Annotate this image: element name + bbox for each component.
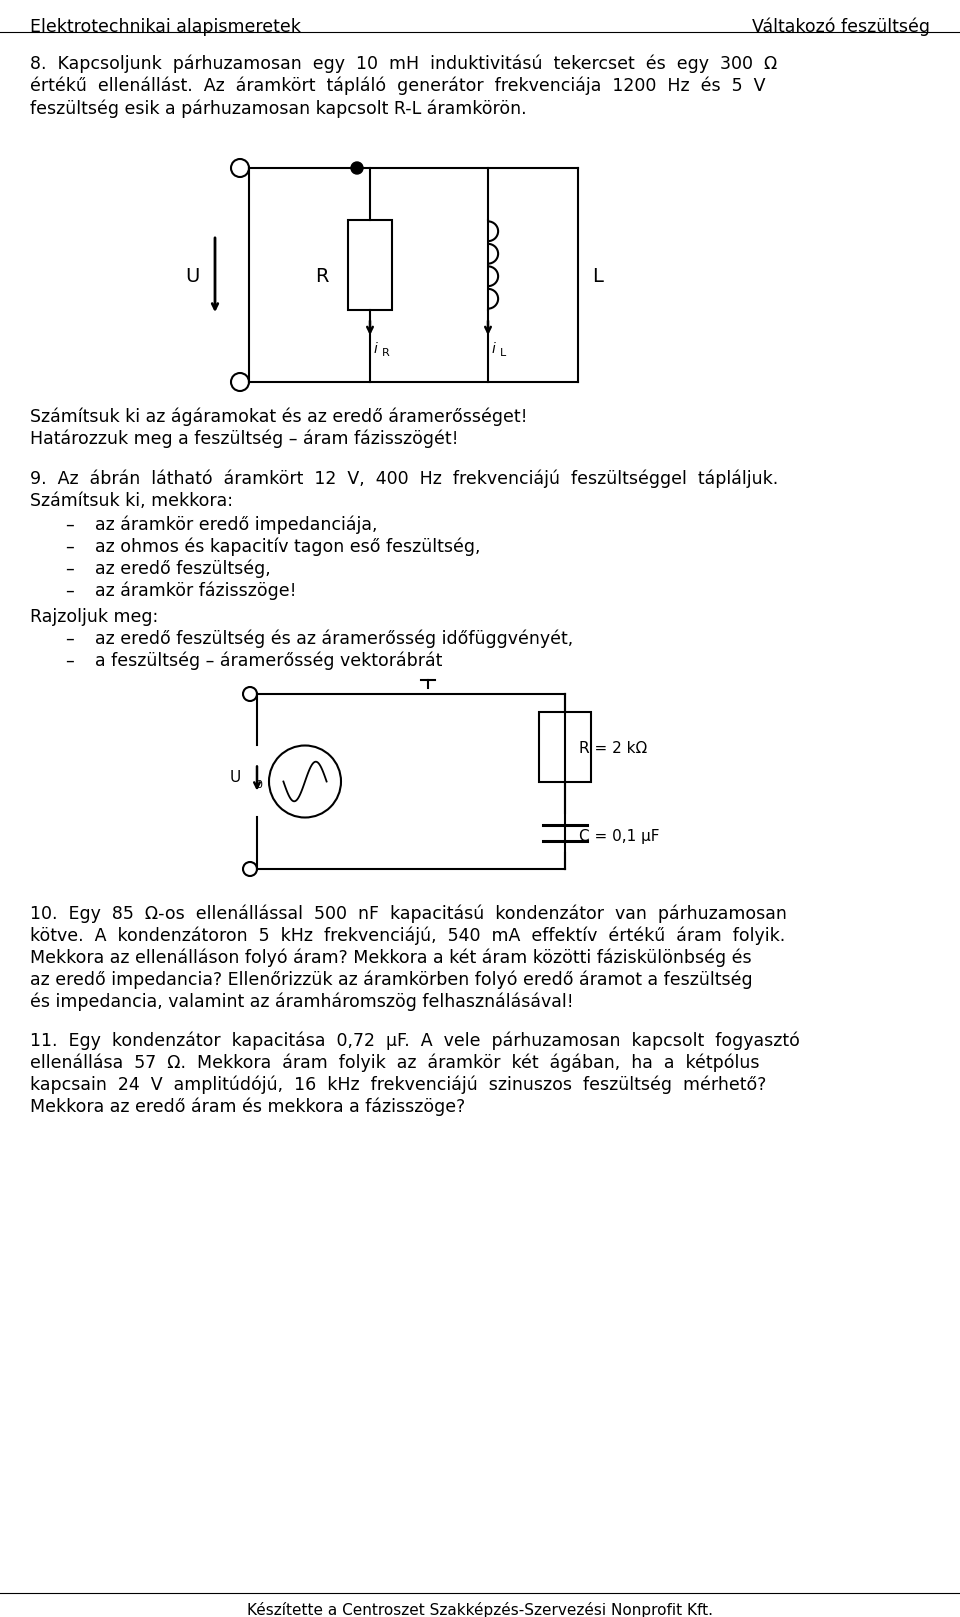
- Text: Készítette a Centroszet Szakképzés-Szervezési Nonprofit Kft.: Készítette a Centroszet Szakképzés-Szerv…: [247, 1602, 713, 1617]
- Text: és impedancia, valamint az áramháromszög felhasználásával!: és impedancia, valamint az áramháromszög…: [30, 991, 574, 1011]
- Text: 0: 0: [255, 781, 262, 791]
- Text: Mekkora az ellenálláson folyó áram? Mekkora a két áram közötti fáziskülönbség és: Mekkora az ellenálláson folyó áram? Mekk…: [30, 948, 752, 967]
- Text: értékű  ellenállást.  Az  áramkört  tápláló  generátor  frekvenciája  1200  Hz  : értékű ellenállást. Az áramkört tápláló …: [30, 78, 765, 95]
- Text: –: –: [65, 652, 74, 669]
- Text: kötve.  A  kondenzátoron  5  kHz  frekvenciájú,  540  mA  effektív  értékű  áram: kötve. A kondenzátoron 5 kHz frekvenciáj…: [30, 927, 785, 944]
- Text: Rajzoljuk meg:: Rajzoljuk meg:: [30, 608, 158, 626]
- Text: U: U: [185, 267, 200, 286]
- Text: Mekkora az eredő áram és mekkora a fázisszöge?: Mekkora az eredő áram és mekkora a fázis…: [30, 1098, 466, 1116]
- Text: C = 0,1 μF: C = 0,1 μF: [579, 830, 660, 844]
- Bar: [348, 220, 392, 310]
- Text: kapcsain  24  V  amplitúdójú,  16  kHz  frekvenciájú  szinuszos  feszültség  mér: kapcsain 24 V amplitúdójú, 16 kHz frekve…: [30, 1075, 766, 1095]
- Circle shape: [351, 162, 363, 175]
- Text: –: –: [65, 631, 74, 648]
- Text: Váltakozó feszültség: Váltakozó feszültség: [752, 18, 930, 37]
- Text: Számítsuk ki, mekkora:: Számítsuk ki, mekkora:: [30, 492, 233, 509]
- Text: az eredő impedancia? Ellenőrizzük az áramkörben folyó eredő áramot a feszültség: az eredő impedancia? Ellenőrizzük az ára…: [30, 970, 753, 988]
- Text: 9.  Az  ábrán  látható  áramkört  12  V,  400  Hz  frekvenciájú  feszültséggel  : 9. Az ábrán látható áramkört 12 V, 400 H…: [30, 471, 779, 488]
- Text: L: L: [592, 267, 603, 286]
- Text: 11.  Egy  kondenzátor  kapacitása  0,72  μF.  A  vele  párhuzamosan  kapcsolt  f: 11. Egy kondenzátor kapacitása 0,72 μF. …: [30, 1032, 800, 1051]
- Text: az eredő feszültség,: az eredő feszültség,: [95, 559, 271, 579]
- Text: –: –: [65, 582, 74, 600]
- Text: i: i: [492, 343, 496, 356]
- Text: –: –: [65, 516, 74, 534]
- Text: a feszültség – áramerősség vektorábrát: a feszültség – áramerősség vektorábrát: [95, 652, 443, 671]
- Text: ellenállása  57  Ω.  Mekkora  áram  folyik  az  áramkör  két  ágában,  ha  a  ké: ellenállása 57 Ω. Mekkora áram folyik az…: [30, 1054, 759, 1072]
- Text: 10.  Egy  85  Ω-os  ellenállással  500  nF  kapacitású  kondenzátor  van  párhuz: 10. Egy 85 Ω-os ellenállással 500 nF kap…: [30, 904, 787, 923]
- Text: U: U: [229, 770, 241, 784]
- Text: R = 2 kΩ: R = 2 kΩ: [579, 741, 647, 757]
- Text: R: R: [315, 267, 328, 286]
- Text: az ohmos és kapacitív tagon eső feszültség,: az ohmos és kapacitív tagon eső feszülts…: [95, 538, 481, 556]
- Text: Számítsuk ki az ágáramokat és az eredő áramerősséget!: Számítsuk ki az ágáramokat és az eredő á…: [30, 407, 527, 427]
- Text: az eredő feszültség és az áramerősség időfüggvényét,: az eredő feszültség és az áramerősség id…: [95, 631, 573, 648]
- Text: R: R: [382, 348, 390, 357]
- Text: feszültség esik a párhuzamosan kapcsolt R-L áramkörön.: feszültség esik a párhuzamosan kapcsolt …: [30, 99, 527, 118]
- Text: –: –: [65, 538, 74, 556]
- Text: L: L: [500, 348, 506, 357]
- Bar: [539, 711, 591, 783]
- Text: az áramkör fázisszöge!: az áramkör fázisszöge!: [95, 582, 297, 600]
- Text: Elektrotechnikai alapismeretek: Elektrotechnikai alapismeretek: [30, 18, 300, 36]
- Text: –: –: [65, 559, 74, 577]
- Text: i: i: [374, 343, 378, 356]
- Text: Határozzuk meg a feszültség – áram fázisszögét!: Határozzuk meg a feszültség – áram fázis…: [30, 430, 459, 448]
- Text: 8.  Kapcsoljunk  párhuzamosan  egy  10  mH  induktivitású  tekercset  és  egy  3: 8. Kapcsoljunk párhuzamosan egy 10 mH in…: [30, 55, 778, 73]
- Text: az áramkör eredő impedanciája,: az áramkör eredő impedanciája,: [95, 516, 377, 535]
